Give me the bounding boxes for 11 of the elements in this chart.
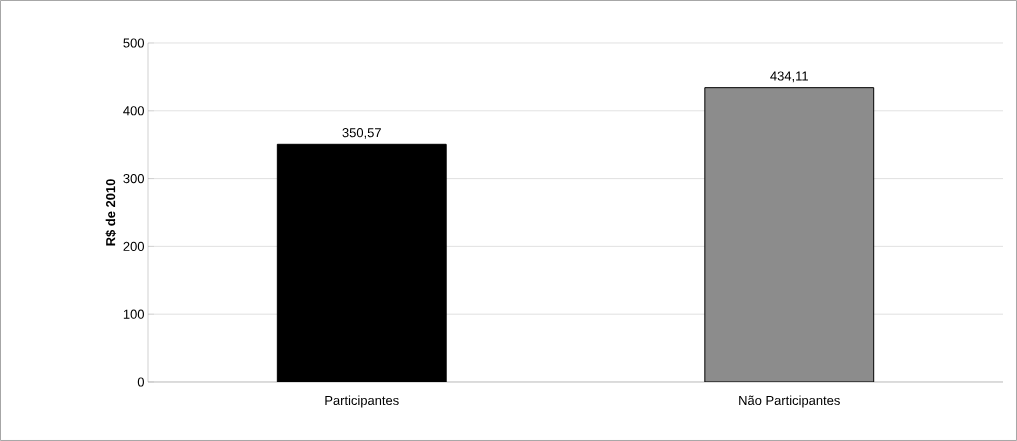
y-tick-label: 500 [123,38,144,48]
data-label: 350,57 [342,128,381,139]
y-tick-label: 200 [123,241,144,251]
x-tick-label: Não Participantes [739,395,840,408]
y-axis-title: R$ de 2010 [105,179,117,246]
y-tick-label: 400 [123,106,144,116]
data-label: 434,11 [770,71,808,83]
x-tick-label: Participantes [325,395,399,408]
y-tick-label: 0 [137,377,144,387]
y-tick-label: 300 [123,174,144,184]
y-tick-label: 100 [123,309,144,319]
